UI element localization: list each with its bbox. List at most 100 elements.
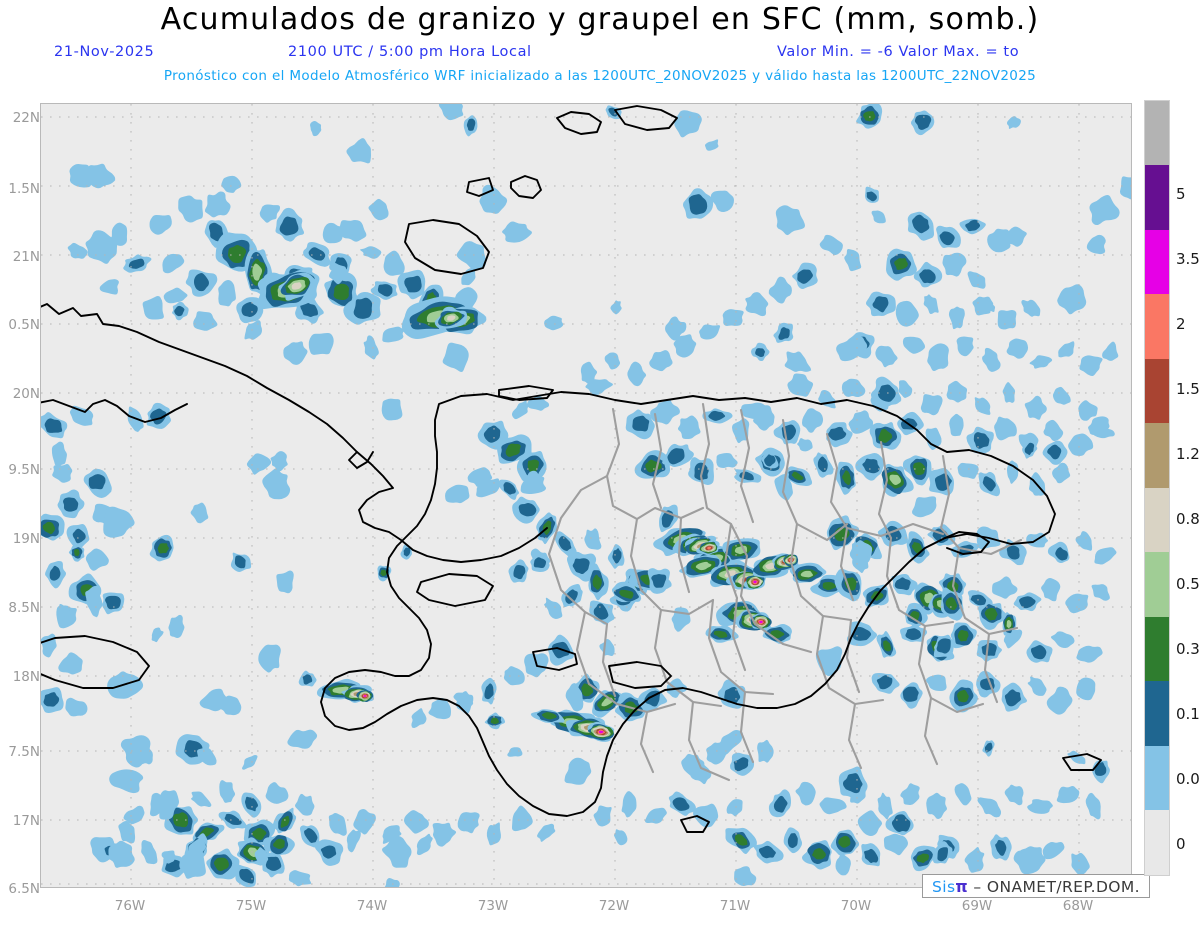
precip-contour bbox=[353, 809, 376, 836]
precip-contour bbox=[650, 399, 680, 425]
precip-contour bbox=[1027, 799, 1054, 814]
precip-contour bbox=[302, 674, 313, 685]
ytick-label-18n: 18N bbox=[12, 669, 40, 685]
precip-contour bbox=[914, 114, 932, 130]
precip-contour bbox=[973, 432, 990, 449]
precip-contour bbox=[213, 857, 230, 872]
precip-contour bbox=[1027, 676, 1047, 696]
precip-contour bbox=[937, 847, 948, 862]
precip-contour bbox=[1050, 631, 1075, 649]
coastline-tortuga bbox=[498, 385, 554, 401]
precip-contour bbox=[234, 555, 246, 569]
precip-contour bbox=[911, 542, 923, 554]
precip-contour bbox=[1065, 593, 1089, 614]
precip-contour bbox=[848, 410, 874, 434]
precip-contour bbox=[322, 222, 343, 244]
colorbar-tick-0: 0 bbox=[1176, 835, 1186, 853]
precip-contour bbox=[775, 205, 806, 236]
xtick-label-70w: 70W bbox=[840, 898, 872, 914]
precip-contour bbox=[690, 760, 712, 785]
precip-contour bbox=[565, 589, 578, 604]
precip-contour bbox=[949, 413, 964, 437]
precip-contour bbox=[329, 262, 347, 285]
precip-contour bbox=[898, 380, 913, 398]
precip-contour bbox=[734, 834, 748, 846]
precip-contour bbox=[382, 835, 412, 868]
precip-contour bbox=[72, 528, 86, 544]
precip-contour bbox=[85, 230, 118, 264]
precip-contour bbox=[871, 210, 886, 224]
precip-contour bbox=[592, 574, 602, 591]
precip-contour bbox=[44, 418, 63, 433]
colorbar[interactable] bbox=[1144, 100, 1170, 876]
colorbar-tick-0p05: 0.05 bbox=[1176, 770, 1200, 788]
precip-contour bbox=[99, 279, 119, 295]
precip-contour bbox=[883, 640, 892, 652]
coastline-isla-saona bbox=[1062, 753, 1102, 771]
map-canvas bbox=[41, 104, 1131, 887]
ytick-label-20p5n: 0.5N bbox=[8, 317, 40, 333]
colorbar-tick-5: 5 bbox=[1176, 185, 1186, 203]
precip-contour bbox=[505, 443, 521, 457]
coastline-lake-enriquillo bbox=[608, 661, 672, 689]
precip-contour bbox=[912, 214, 930, 234]
forecast-map[interactable] bbox=[40, 103, 1132, 888]
precip-contour bbox=[965, 219, 981, 232]
precip-contour bbox=[456, 241, 486, 270]
colorbar-band-11 bbox=[1145, 810, 1169, 875]
coastline-bahamas-3 bbox=[614, 105, 678, 131]
precip-contour bbox=[51, 441, 67, 468]
precip-contour bbox=[518, 503, 537, 517]
precip-contour bbox=[916, 853, 930, 864]
precip-contour bbox=[982, 347, 1001, 372]
xtick-label-72w: 72W bbox=[598, 898, 630, 914]
precip-contour bbox=[926, 674, 947, 692]
precip-contour bbox=[511, 805, 533, 832]
precip-contour bbox=[757, 739, 774, 763]
precip-contour bbox=[457, 812, 480, 834]
precip-contour bbox=[490, 717, 499, 725]
precip-contour bbox=[279, 216, 299, 236]
ytick-label-20n: 20N bbox=[12, 386, 40, 402]
precip-contour bbox=[923, 294, 939, 315]
precip-contour bbox=[445, 484, 470, 504]
precip-contour bbox=[533, 557, 547, 569]
precip-contour bbox=[877, 384, 896, 402]
precip-contour bbox=[506, 747, 523, 757]
precip-contour bbox=[308, 247, 326, 261]
precip-contour bbox=[902, 336, 926, 354]
precip-contour bbox=[765, 562, 777, 570]
precip-contour bbox=[58, 652, 83, 675]
precip-contour bbox=[956, 336, 975, 357]
precip-contour bbox=[758, 845, 776, 859]
precip-contour bbox=[209, 222, 224, 242]
precip-contour bbox=[564, 757, 592, 785]
precip-contour bbox=[902, 686, 919, 702]
coastline-jamaica bbox=[41, 635, 150, 689]
precip-contour bbox=[1056, 785, 1080, 804]
precip-contour bbox=[252, 263, 263, 281]
precip-contour bbox=[239, 868, 255, 884]
precip-contour bbox=[259, 204, 281, 223]
precip-contour bbox=[863, 111, 876, 122]
precip-contour bbox=[755, 348, 765, 358]
precip-contour bbox=[174, 305, 185, 317]
precip-contour bbox=[110, 222, 128, 246]
precip-contour bbox=[841, 378, 866, 398]
precip-contour bbox=[447, 315, 456, 321]
precip-contour bbox=[593, 805, 612, 827]
precip-contour bbox=[219, 780, 236, 803]
precip-contour bbox=[128, 258, 145, 269]
precip-contour bbox=[123, 805, 145, 825]
precip-contour bbox=[627, 361, 647, 387]
precip-contour bbox=[173, 812, 189, 828]
precip-contour bbox=[461, 267, 476, 286]
precip-contour bbox=[224, 813, 242, 826]
coastline-cuba-south bbox=[41, 399, 188, 423]
precip-contour bbox=[584, 528, 602, 550]
precip-contour bbox=[894, 577, 911, 591]
ytick-label-22n: 22N bbox=[12, 110, 40, 126]
precip-contour bbox=[1119, 176, 1131, 200]
coastline-lake-saumatre bbox=[532, 647, 578, 671]
precip-contour bbox=[593, 603, 609, 620]
